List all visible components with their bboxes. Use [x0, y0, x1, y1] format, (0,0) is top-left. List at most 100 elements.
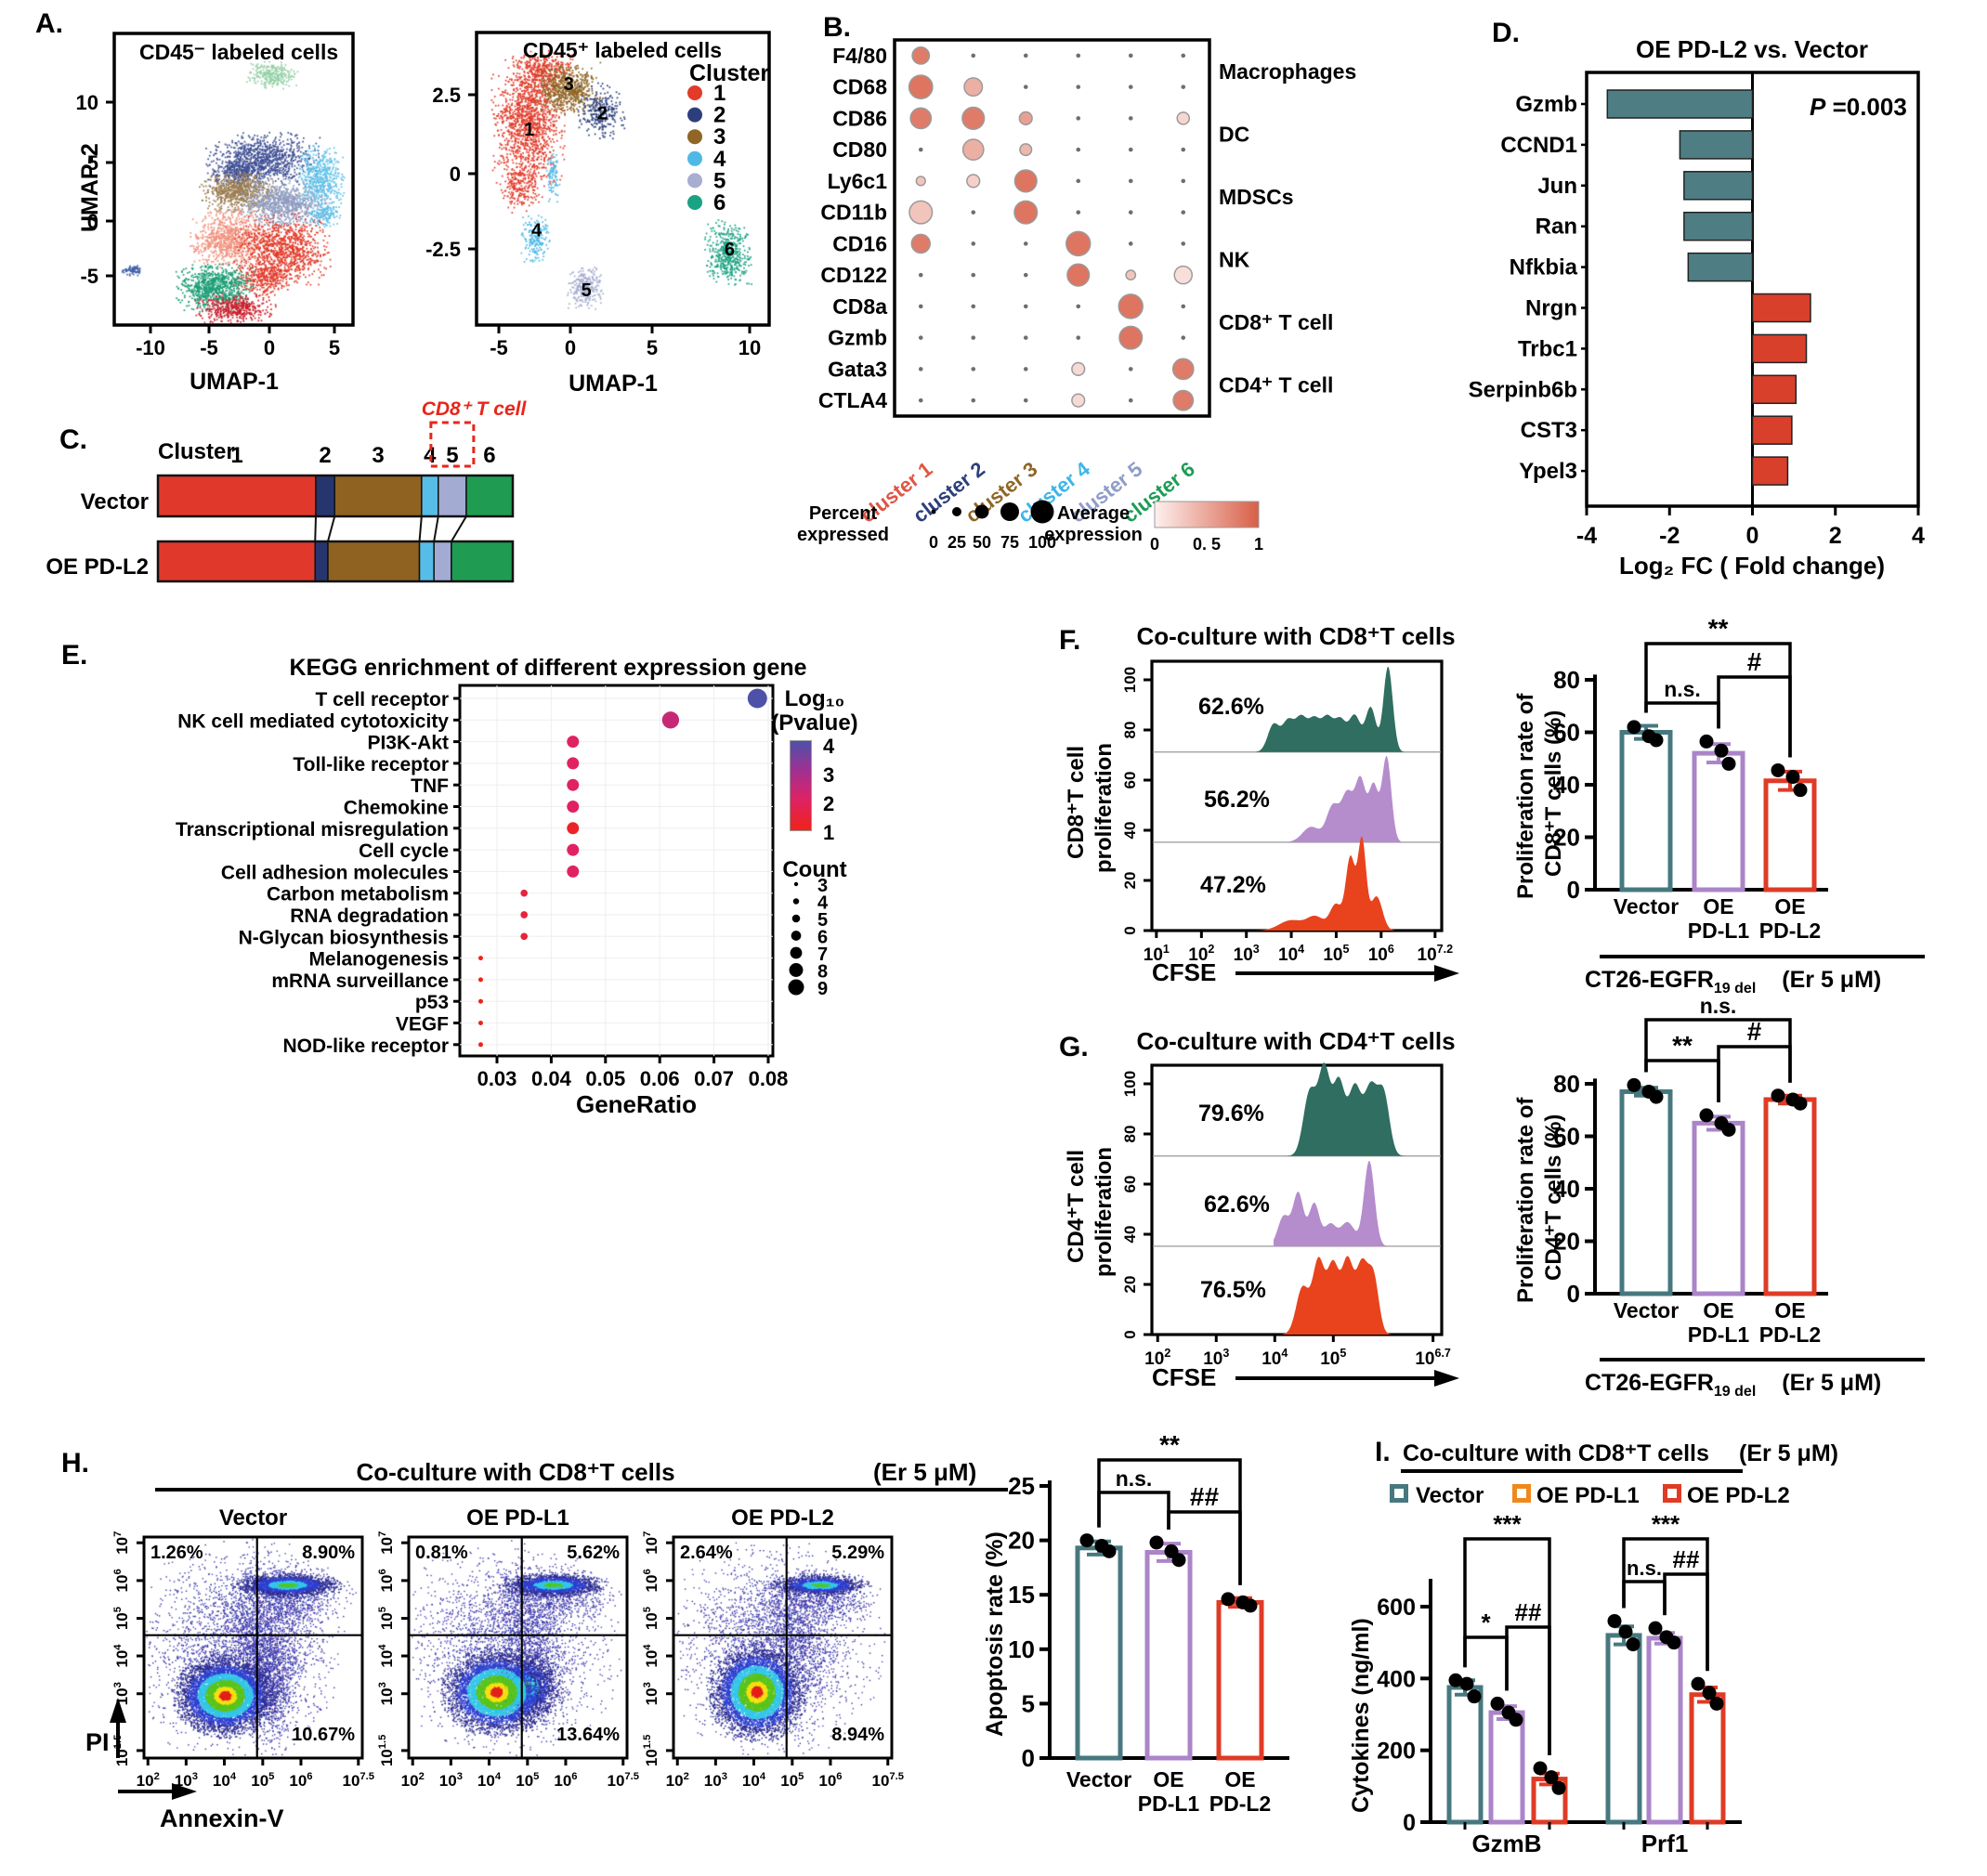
bar-cat-label: OE — [1703, 1298, 1733, 1322]
pathway-label: RNA degradation — [290, 905, 449, 927]
pathway-label: mRNA surveillance — [271, 971, 449, 992]
cluster-number-heading: 6 — [483, 443, 495, 468]
kegg-frame — [458, 684, 775, 1058]
gene-label: CTLA4 — [818, 388, 887, 412]
cytokine-bar — [1646, 1635, 1683, 1825]
bar-cat-label: PD-L1 — [1138, 1791, 1200, 1816]
cluster-number-heading: 5 — [446, 443, 458, 468]
kegg-dot — [520, 932, 529, 941]
marker-dot-small — [918, 397, 923, 403]
composition-segment — [157, 541, 316, 582]
marker-dot-small — [1023, 241, 1028, 246]
h-q-br-1: 10.67% — [292, 1725, 355, 1745]
marker-dot — [915, 176, 926, 187]
tick-exp: 101.5 — [112, 1735, 131, 1767]
data-point — [1467, 1689, 1482, 1704]
kegg-dot — [520, 911, 529, 918]
i-ytick: 0 — [1403, 1810, 1416, 1836]
marker-dot — [961, 106, 986, 130]
pathway-label: VEGF — [396, 1014, 449, 1036]
p-value: P =0.003 — [1810, 94, 1907, 120]
expression-tick: 0. 5 — [1193, 535, 1221, 554]
marker-dot-small — [971, 241, 976, 246]
expression-tick: 1 — [1254, 535, 1263, 554]
fc-gene-label: Nfkbia — [1510, 255, 1578, 280]
fc-bar — [1683, 171, 1754, 201]
fc-bar — [1751, 415, 1793, 445]
f-caption-underline — [1600, 955, 1925, 958]
bar — [1619, 1088, 1673, 1296]
panel-label-i: I. — [1375, 1437, 1391, 1467]
data-point — [1243, 1598, 1258, 1613]
marker-dot-small — [1076, 116, 1081, 121]
i-legend-label-pdl2: OE PD-L2 — [1687, 1483, 1790, 1508]
expression-tick: 0 — [1150, 535, 1159, 554]
cluster-legend-title: Cluster — [689, 60, 770, 86]
hist-area — [1256, 836, 1396, 931]
kegg-dot — [747, 688, 767, 709]
h-bar-ylabel: Apoptosis rate (%) — [982, 1531, 1008, 1737]
data-point — [1459, 1676, 1474, 1691]
marker-dot-small — [1181, 304, 1186, 309]
bar-ytick: 40 — [1553, 771, 1580, 799]
panel-i-er: (Er 5 μM) — [1739, 1440, 1838, 1466]
composition-segment — [438, 475, 467, 517]
data-point — [1699, 1108, 1714, 1123]
tick-exp: 101.5 — [642, 1735, 660, 1767]
celltype-label: CD8⁺ T cell — [1219, 310, 1333, 334]
umap1-ylabel: UMAP-2 — [77, 143, 103, 232]
composition-segment — [157, 475, 317, 517]
kegg-dot — [477, 998, 483, 1004]
bar-cat-label: OE — [1774, 1298, 1805, 1322]
count-dot — [793, 881, 799, 887]
umap2-cluster-number: 4 — [531, 221, 543, 241]
bar-cat-label: PD-L2 — [1759, 1322, 1821, 1347]
marker-dot — [1118, 293, 1144, 319]
data-point — [1667, 1635, 1681, 1650]
composition-segment — [418, 541, 435, 582]
data-point — [1171, 1553, 1186, 1568]
marker-dot-small — [1181, 241, 1186, 246]
tick-exp: 103 — [377, 1682, 396, 1705]
marker-dot-small — [1076, 53, 1081, 59]
g-caption-underline — [1600, 1358, 1925, 1361]
sig-bracket — [1505, 1625, 1551, 1755]
panel-label-b: B. — [823, 12, 851, 43]
umap-cd45pos-canvas — [477, 33, 769, 325]
percent-size-label: 50 — [973, 533, 991, 552]
kegg-dot — [567, 822, 580, 835]
row-label-oe-pdl2: OE PD-L2 — [46, 554, 149, 580]
cluster-legend-dot — [687, 150, 702, 166]
umap1-ytick: 10 — [76, 91, 98, 114]
cd8-cluster-dashed-box — [429, 421, 476, 468]
expression-colorbar — [1154, 501, 1260, 528]
umap2-frame — [475, 31, 771, 327]
data-point — [1691, 1676, 1706, 1691]
celltype-label: MDSCs — [1219, 185, 1294, 209]
bar-ytick: 15 — [1008, 1581, 1035, 1609]
sig-label: ** — [1672, 1031, 1693, 1060]
bar — [1216, 1599, 1264, 1761]
marker-dot — [1013, 169, 1038, 193]
marker-dot-small — [1128, 397, 1133, 403]
i-legend-swatch-pdl2 — [1663, 1484, 1681, 1503]
g-hist-ytick: 20 — [1121, 1276, 1139, 1294]
data-point — [1490, 1696, 1505, 1711]
marker-dot — [963, 77, 984, 98]
bar — [1075, 1545, 1123, 1761]
f-hist-ytick: 100 — [1121, 667, 1139, 693]
kegg-dot — [567, 865, 580, 878]
bar-cat-label: Vector — [1066, 1767, 1131, 1791]
panel-label-c: C. — [59, 424, 87, 455]
percent-size-dot — [1030, 500, 1054, 524]
f-hist-ytick: 80 — [1121, 722, 1139, 739]
tick-exp: 105 — [780, 1771, 804, 1790]
i-group-gzmb: GzmB — [1471, 1830, 1542, 1857]
umap1-frame — [112, 32, 355, 327]
g-caption-er: (Er 5 μM) — [1782, 1370, 1882, 1396]
f-hist-ytick: 40 — [1121, 822, 1139, 840]
data-point — [1509, 1713, 1523, 1727]
bar — [1692, 1120, 1745, 1296]
marker-dot — [908, 74, 934, 99]
fc-gene-label: Gzmb — [1515, 92, 1577, 117]
